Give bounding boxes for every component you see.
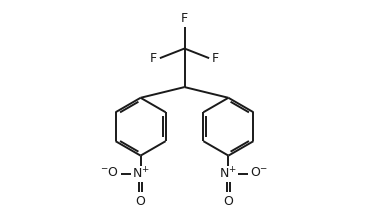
Text: N$^{+}$: N$^{+}$ xyxy=(220,166,237,181)
Text: N$^{+}$: N$^{+}$ xyxy=(132,166,149,181)
Text: F: F xyxy=(181,12,188,25)
Text: $^{-}$O: $^{-}$O xyxy=(100,166,119,179)
Text: F: F xyxy=(212,52,219,65)
Text: O$^{-}$: O$^{-}$ xyxy=(250,166,268,179)
Text: O: O xyxy=(136,195,145,208)
Text: O: O xyxy=(224,195,233,208)
Text: F: F xyxy=(150,52,157,65)
